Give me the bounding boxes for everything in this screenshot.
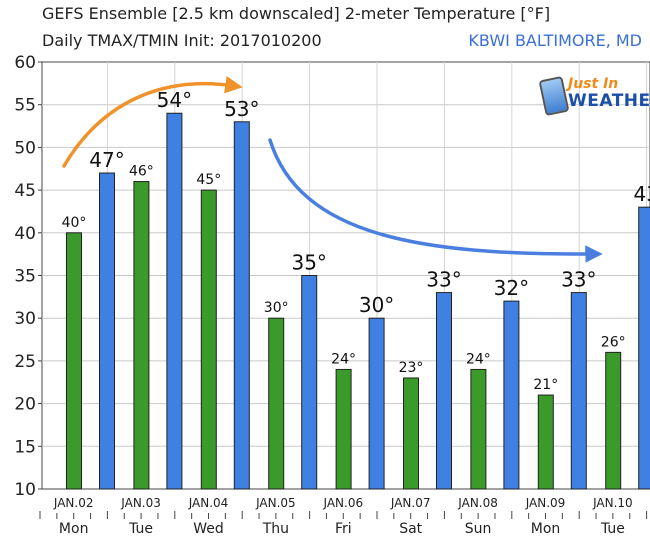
y-tick-label: 20 bbox=[14, 395, 36, 415]
tmin-bar bbox=[537, 394, 554, 490]
tmin-bar bbox=[335, 368, 352, 490]
tmin-data-label: 30° bbox=[264, 300, 289, 316]
tmax-bar bbox=[570, 292, 587, 490]
x-day-label: Mon bbox=[531, 521, 561, 537]
x-date-label: JAN.10 bbox=[592, 496, 633, 510]
x-date-label: JAN.05 bbox=[255, 496, 296, 510]
tmax-bar bbox=[638, 206, 650, 490]
warming-trend-arrow bbox=[62, 76, 243, 168]
y-tick-label: 25 bbox=[14, 352, 36, 372]
x-day-label: Thu bbox=[262, 521, 289, 537]
tmax-bar bbox=[301, 275, 318, 490]
x-day-label: Tue bbox=[600, 521, 625, 537]
y-tick-label: 50 bbox=[14, 138, 36, 158]
tmax-bar bbox=[166, 112, 183, 490]
x-date-label: JAN.04 bbox=[188, 496, 229, 510]
y-tick-label: 10 bbox=[14, 480, 36, 500]
x-date-label: JAN.09 bbox=[525, 496, 566, 510]
chart-subtitle: Daily TMAX/TMIN Init: 2017010200 bbox=[42, 31, 322, 50]
y-tick-label: 60 bbox=[14, 53, 36, 73]
y-tick-label: 35 bbox=[14, 267, 36, 287]
tmin-bar bbox=[133, 181, 150, 490]
y-tick-label: 40 bbox=[14, 224, 36, 244]
x-day-label: Wed bbox=[193, 521, 224, 537]
tmin-data-label: 21° bbox=[533, 377, 558, 393]
tmax-data-label: 43 bbox=[633, 182, 650, 206]
y-tick-label: 55 bbox=[14, 96, 36, 116]
x-date-label: JAN.08 bbox=[457, 496, 498, 510]
x-date-label: JAN.03 bbox=[120, 496, 161, 510]
tmax-data-label: 54° bbox=[157, 88, 192, 112]
just-in-weather-logo: Just In WEATHER bbox=[538, 75, 650, 117]
x-date-label: JAN.07 bbox=[390, 496, 431, 510]
x-date-label: JAN.02 bbox=[53, 496, 94, 510]
tmax-data-label: 47° bbox=[89, 148, 124, 172]
y-tick-label: 45 bbox=[14, 181, 36, 201]
tmin-bar bbox=[470, 368, 487, 490]
y-tick-label: 30 bbox=[14, 309, 36, 329]
chart-title: GEFS Ensemble [2.5 km downscaled] 2-mete… bbox=[42, 4, 551, 23]
tmin-data-label: 26° bbox=[601, 334, 626, 350]
tmax-bar bbox=[99, 172, 115, 490]
tmax-bar bbox=[503, 300, 520, 490]
tmin-bar bbox=[605, 351, 622, 490]
x-day-label: Tue bbox=[128, 521, 153, 537]
tmax-bar bbox=[436, 292, 452, 490]
x-date-label: JAN.06 bbox=[322, 496, 363, 510]
tmin-bar bbox=[66, 232, 82, 490]
x-day-label: Sun bbox=[465, 521, 492, 537]
station-label: KBWI BALTIMORE, MD bbox=[468, 31, 642, 50]
tmin-data-label: 24° bbox=[466, 351, 491, 367]
tmin-data-label: 24° bbox=[331, 351, 356, 367]
tmax-data-label: 53° bbox=[224, 97, 259, 121]
tmax-bar bbox=[368, 317, 385, 490]
cooling-trend-arrow bbox=[268, 138, 603, 263]
x-day-label: Sat bbox=[399, 521, 422, 537]
tmax-data-label: 35° bbox=[291, 251, 326, 275]
tmin-data-label: 23° bbox=[399, 360, 424, 376]
logo-line2: WEATHER bbox=[568, 91, 650, 111]
tmin-bar bbox=[200, 189, 217, 490]
tmin-data-label: 40° bbox=[62, 215, 87, 231]
phone-icon bbox=[538, 75, 570, 117]
tmin-data-label: 46° bbox=[129, 164, 154, 180]
tmax-data-label: 33° bbox=[561, 268, 596, 292]
logo-line1: Just In bbox=[568, 76, 619, 92]
x-day-label: Fri bbox=[335, 521, 352, 537]
x-day-label: Mon bbox=[59, 521, 89, 537]
tmax-data-label: 30° bbox=[359, 293, 394, 317]
tmax-data-label: 33° bbox=[426, 268, 461, 292]
tmax-bar bbox=[233, 121, 250, 490]
tmin-data-label: 45° bbox=[196, 172, 221, 188]
tmin-bar bbox=[403, 377, 419, 490]
y-tick-label: 15 bbox=[14, 437, 36, 457]
tmin-bar bbox=[268, 317, 285, 490]
tmax-data-label: 32° bbox=[494, 276, 529, 300]
